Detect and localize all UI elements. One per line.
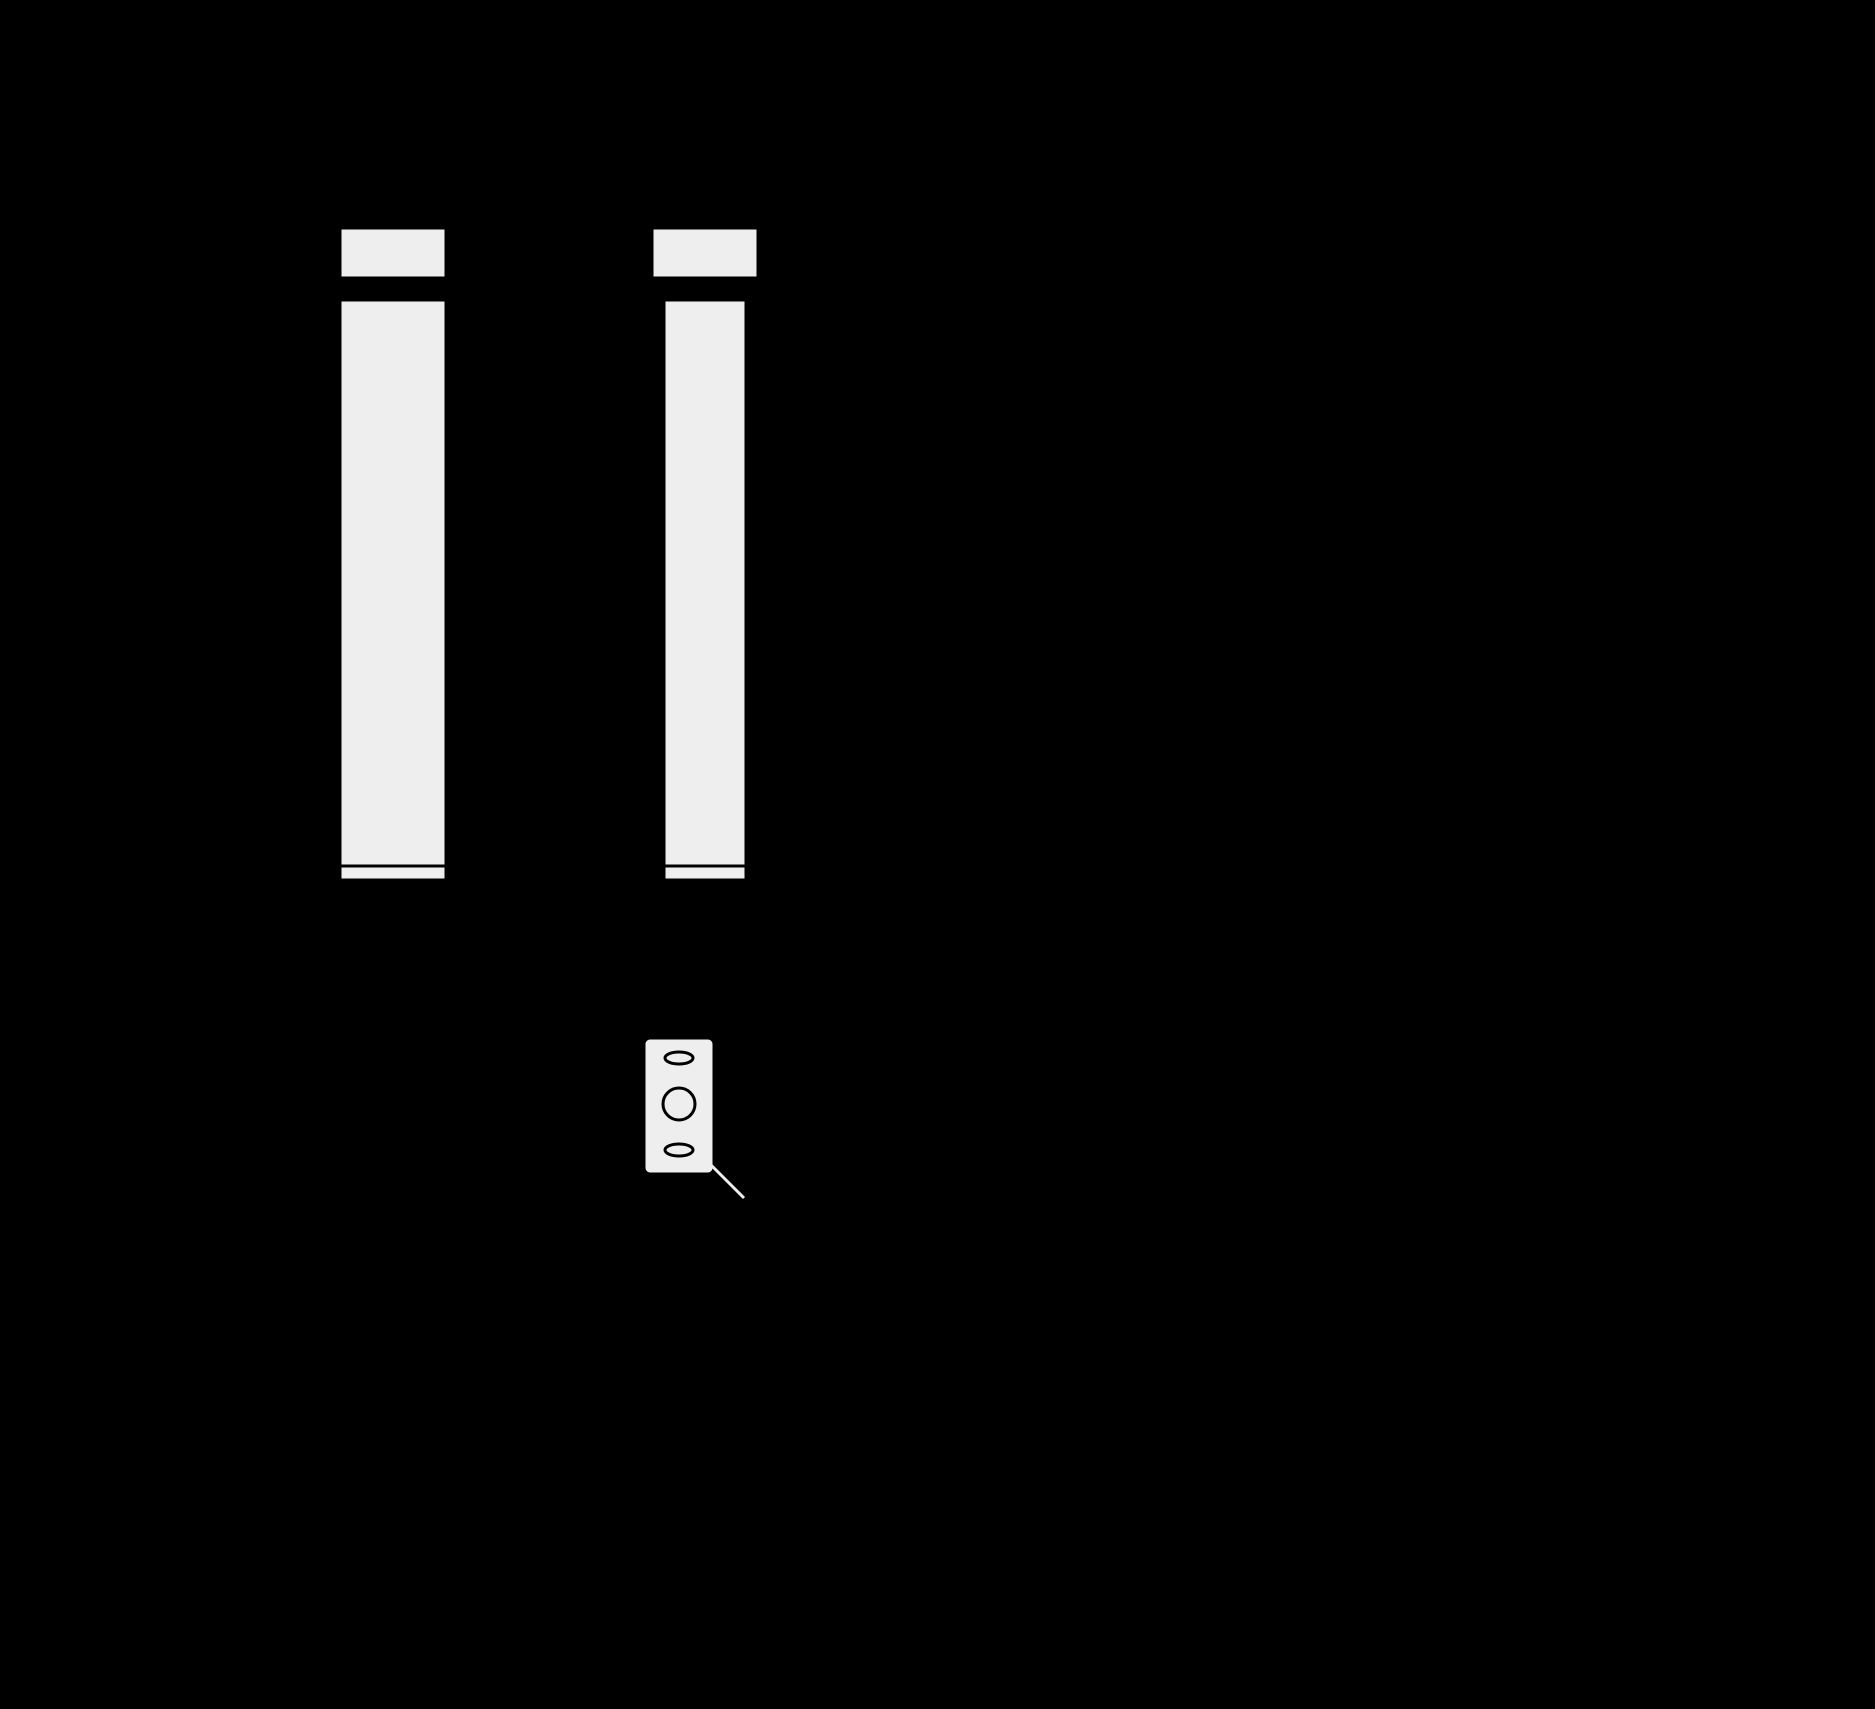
column-left-cap bbox=[340, 228, 446, 278]
schematic-diagram bbox=[0, 0, 1875, 1709]
device-center-button bbox=[663, 1088, 695, 1120]
device-slot-bottom bbox=[665, 1144, 693, 1156]
device-slot-top bbox=[665, 1052, 693, 1064]
column-right-shaft bbox=[664, 300, 746, 880]
column-right-cap bbox=[652, 228, 758, 278]
column-left-shaft bbox=[340, 300, 446, 880]
canvas-background bbox=[0, 0, 1875, 1709]
